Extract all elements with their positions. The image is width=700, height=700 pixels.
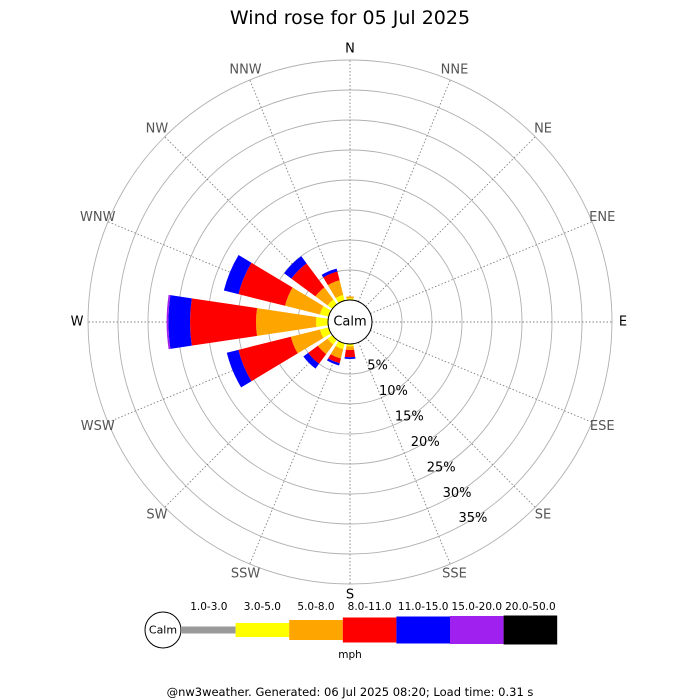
bar-ssw-5.0-8.0 xyxy=(330,346,344,359)
bar-sw-3.0-5.0 xyxy=(327,335,337,345)
direction-label-ne: NE xyxy=(534,121,552,136)
bar-wsw-8.0-11.0 xyxy=(238,336,298,382)
radial-tick-25: 25% xyxy=(427,460,456,475)
spoke-sw xyxy=(164,337,335,508)
direction-label-wnw: WNW xyxy=(80,210,116,225)
bar-nnw-8.0-11.0 xyxy=(323,271,340,286)
legend-swatch-3.0-5.0 xyxy=(235,623,290,637)
direction-label-ese: ESE xyxy=(590,419,615,434)
legend-label-8.0-11.0: 8.0-11.0 xyxy=(348,601,392,613)
direction-label-ssw: SSW xyxy=(231,567,261,582)
legend-swatch-1.0-3.0 xyxy=(182,626,236,634)
legend-swatch-5.0-8.0 xyxy=(289,620,343,640)
legend-calm-circle xyxy=(144,611,182,649)
spoke-ssw xyxy=(249,342,342,565)
spoke-nne xyxy=(358,79,451,302)
bar-sw-8.0-11.0 xyxy=(308,345,327,364)
bar-nw-5.0-8.0 xyxy=(315,287,334,306)
radial-tick-20: 20% xyxy=(411,435,440,450)
legend-units: mph xyxy=(338,649,362,661)
wind-bars xyxy=(166,255,356,388)
calm-center: Calm xyxy=(327,299,373,345)
radial-tick-15: 15% xyxy=(395,409,424,424)
direction-label-n: N xyxy=(345,42,355,57)
legend-label-3.0-5.0: 3.0-5.0 xyxy=(244,601,281,613)
bar-wnw-11.0-15.0 xyxy=(223,255,252,295)
legend-swatch-8.0-11.0 xyxy=(342,617,397,643)
polar-grid: N NNE NE ENE E ESE SE SSE S SSW SW WSW W WNW NW NNW xyxy=(71,42,628,603)
legend-label-15.0-20.0: 15.0-20.0 xyxy=(452,601,503,613)
bar-wnw-5.0-8.0 xyxy=(284,287,324,315)
grid-circle-40 xyxy=(87,59,613,585)
direction-label-sw: SW xyxy=(146,508,167,523)
bar-w-5.0-8.0 xyxy=(256,308,317,336)
direction-label-nw: NW xyxy=(146,121,169,136)
spoke-ese xyxy=(370,330,593,423)
radial-tick-35: 35% xyxy=(458,511,487,526)
direction-label-nnw: NNW xyxy=(229,62,261,77)
chart-title: Wind rose for 05 Jul 2025 xyxy=(230,7,470,29)
legend: Calm 1.0-3.0 3.0-5.0 5.0-8.0 8.0-11.0 11.0-15… xyxy=(144,601,558,661)
radial-tick-30: 30% xyxy=(443,486,472,501)
bar-w-11.0-15.0 xyxy=(168,295,192,349)
legend-label-11.0-15.0: 11.0-15.0 xyxy=(398,601,449,613)
calm-label: Calm xyxy=(333,315,366,330)
bar-sw-5.0-8.0 xyxy=(317,338,334,355)
bar-s-5.0-8.0 xyxy=(345,346,355,350)
legend-swatch-11.0-15.0 xyxy=(396,616,450,644)
bar-nnw-5.0-8.0 xyxy=(327,280,344,298)
bar-w-8.0-11.0 xyxy=(190,298,258,346)
bar-wsw-3.0-5.0 xyxy=(319,327,332,338)
legend-calm-label: Calm xyxy=(149,624,177,637)
spoke-sse xyxy=(358,342,451,565)
direction-label-nne: NNE xyxy=(441,62,469,77)
bar-ssw-8.0-11.0 xyxy=(328,354,341,364)
legend-swatch-15.0-20.0 xyxy=(450,616,504,644)
bar-nw-3.0-5.0 xyxy=(327,299,337,309)
bar-s-8.0-11.0 xyxy=(344,349,356,358)
spoke-se xyxy=(365,337,536,508)
direction-label-sse: SSE xyxy=(442,567,467,582)
direction-label-ene: ENE xyxy=(589,210,615,225)
bar-s-11.0-15.0 xyxy=(344,356,356,359)
spoke-nnw xyxy=(249,79,342,302)
bar-ssw-11.0-15.0 xyxy=(326,358,340,366)
bar-wsw-5.0-8.0 xyxy=(290,329,324,354)
bar-wsw-11.0-15.0 xyxy=(226,349,252,388)
radial-tick-5: 5% xyxy=(367,359,388,374)
direction-label-w: W xyxy=(71,315,84,330)
legend-swatch-20.0-50.0 xyxy=(503,615,558,645)
direction-label-se: SE xyxy=(535,508,551,523)
bar-w-15.0-20.0 xyxy=(166,294,171,350)
footer-text: @nw3weather. Generated: 06 Jul 2025 08:2… xyxy=(167,685,534,699)
legend-label-20.0-50.0: 20.0-50.0 xyxy=(505,601,556,613)
bar-nnw-11.0-15.0 xyxy=(321,268,338,278)
bar-wnw-8.0-11.0 xyxy=(238,262,293,306)
bar-w-3.0-5.0 xyxy=(316,316,329,328)
radial-tick-10: 10% xyxy=(379,384,408,399)
bar-nw-8.0-11.0 xyxy=(291,263,325,297)
spoke-ne xyxy=(365,136,536,307)
radial-tick-labels: 5% 10% 15% 20% 25% 30% 35% xyxy=(367,359,487,527)
direction-label-s: S xyxy=(346,588,354,603)
calm-circle xyxy=(327,299,373,345)
legend-label-5.0-8.0: 5.0-8.0 xyxy=(297,601,334,613)
spoke-ene xyxy=(370,221,593,314)
bar-n-5.0-8.0 xyxy=(346,296,354,299)
bar-nw-11.0-15.0 xyxy=(284,256,307,279)
bar-sw-11.0-15.0 xyxy=(303,352,320,369)
legend-label-1.0-3.0: 1.0-3.0 xyxy=(190,601,227,613)
direction-label-wsw: WSW xyxy=(81,419,115,434)
bar-wnw-3.0-5.0 xyxy=(319,306,332,317)
direction-label-e: E xyxy=(619,315,627,330)
